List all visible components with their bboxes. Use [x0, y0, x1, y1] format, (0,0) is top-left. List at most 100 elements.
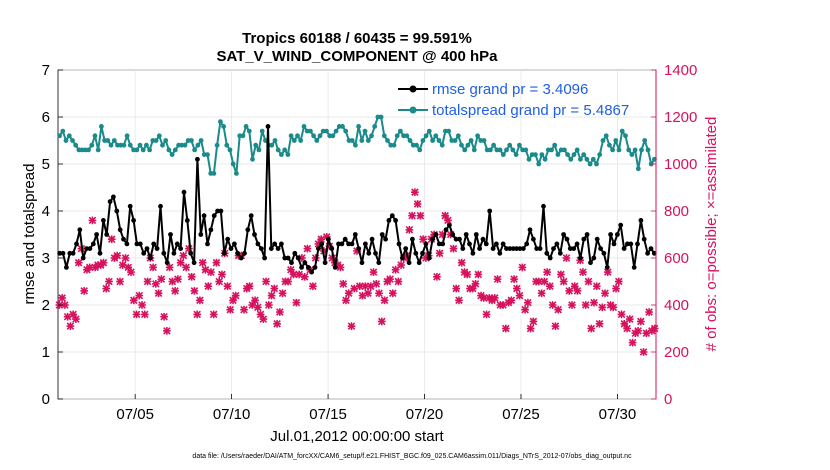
totalspread-point [243, 124, 249, 129]
totalspread-point [227, 147, 233, 153]
totalspread-point [394, 133, 400, 139]
y-right-tick-label: 1400 [664, 62, 697, 79]
obs-marker [559, 277, 568, 286]
rmse-point [174, 241, 180, 247]
rmse-point [67, 250, 73, 256]
obs-marker [251, 296, 259, 305]
totalspread-point [256, 147, 262, 153]
obs-marker [240, 305, 248, 314]
rmse-point [363, 241, 368, 247]
obs-marker [215, 277, 224, 286]
rmse-point [480, 236, 486, 242]
obs-marker [309, 282, 317, 291]
obs-marker [102, 284, 111, 293]
totalspread-point [607, 142, 612, 148]
obs-marker [253, 303, 262, 312]
obs-marker [595, 319, 604, 328]
footer-data-file: data file: /Users/raeder/DAI/ATM_forcXX/… [192, 453, 632, 460]
obs-marker [207, 268, 215, 276]
rmse-point [635, 241, 640, 247]
rmse-point [544, 250, 550, 256]
obs-marker [512, 284, 521, 293]
totalspread-point [108, 142, 114, 148]
rmse-point [332, 265, 338, 270]
y-left-tick-label: 3 [42, 250, 50, 267]
totalspread-point [156, 133, 162, 139]
obs-marker [614, 277, 623, 286]
totalspread-point [301, 124, 307, 129]
y-left-tick-label: 7 [42, 62, 50, 79]
rmse-point [141, 250, 147, 256]
obs-marker [543, 268, 551, 276]
chart-title: Tropics 60188 / 60435 = 99.591% [242, 30, 472, 47]
y-right-tick-label: 200 [664, 344, 689, 361]
totalspread-point [70, 138, 75, 143]
rmse-point [520, 246, 526, 252]
rmse-point [218, 208, 224, 214]
totalspread-point [587, 161, 593, 167]
obs-marker [135, 291, 144, 300]
obs-marker [433, 272, 441, 281]
totalspread-point [172, 147, 178, 153]
totalspread-point [92, 133, 98, 139]
y-axis-label-right: # of obs: o=possible; ×=assimilated [703, 117, 720, 352]
rmse-point [268, 246, 274, 252]
rmse-point [487, 208, 493, 214]
rmse-point [262, 255, 267, 261]
totalspread-point [121, 142, 127, 148]
obs-marker [347, 322, 356, 330]
totalspread-point [452, 138, 458, 143]
totalspread-point [140, 147, 146, 153]
obs-marker [138, 301, 146, 309]
rmse-point [255, 241, 261, 247]
totalspread-point [340, 124, 345, 129]
totalspread-point [198, 138, 204, 143]
obs-marker [284, 277, 292, 286]
rmse-point [541, 203, 546, 209]
obs-marker [107, 235, 116, 244]
totalspread-point [436, 138, 442, 143]
rmse-point [426, 255, 432, 261]
rmse-point [651, 250, 657, 256]
totalspread-point [224, 142, 230, 148]
totalspread-point [378, 114, 384, 120]
obs-marker [187, 272, 196, 281]
rmse-point [410, 236, 415, 242]
totalspread-point [166, 147, 172, 153]
rmse-point [101, 218, 106, 223]
totalspread-point [642, 138, 648, 143]
rmse-point [483, 241, 489, 247]
totalspread-point [500, 152, 506, 158]
rmse-point [490, 246, 496, 252]
rmse-point [326, 236, 331, 242]
totalspread-point [314, 138, 320, 143]
rmse-point [645, 250, 650, 256]
rmse-point [336, 241, 341, 247]
totalspread-point [404, 133, 410, 139]
rmse-point [598, 246, 603, 252]
totalspread-point [645, 147, 651, 153]
rmse-point [369, 236, 375, 242]
obs-marker [612, 284, 620, 293]
totalspread-point [153, 138, 159, 143]
y-right-tick-label: 800 [664, 203, 689, 220]
rmse-point [473, 232, 479, 237]
x-tick-label: 07/10 [213, 406, 251, 423]
rmse-point [631, 265, 637, 270]
obs-marker [140, 310, 149, 319]
rmse-point [352, 232, 358, 237]
obs-marker [372, 280, 381, 288]
totalspread-point [192, 147, 198, 153]
rmse-point [316, 246, 321, 252]
grid [58, 69, 656, 400]
x-axis-label: Jul.01,2012 00:00:00 start [270, 428, 444, 445]
obs-marker [149, 263, 157, 272]
legend-rmse-marker [409, 85, 417, 93]
obs-marker [380, 296, 389, 305]
legend-spread-label: totalspread grand pr = 5.4867 [432, 102, 629, 119]
totalspread-point [594, 161, 599, 167]
obs-marker [590, 298, 598, 307]
rmse-point [299, 265, 304, 270]
totalspread-point [240, 133, 246, 139]
totalspread-point [639, 147, 644, 153]
